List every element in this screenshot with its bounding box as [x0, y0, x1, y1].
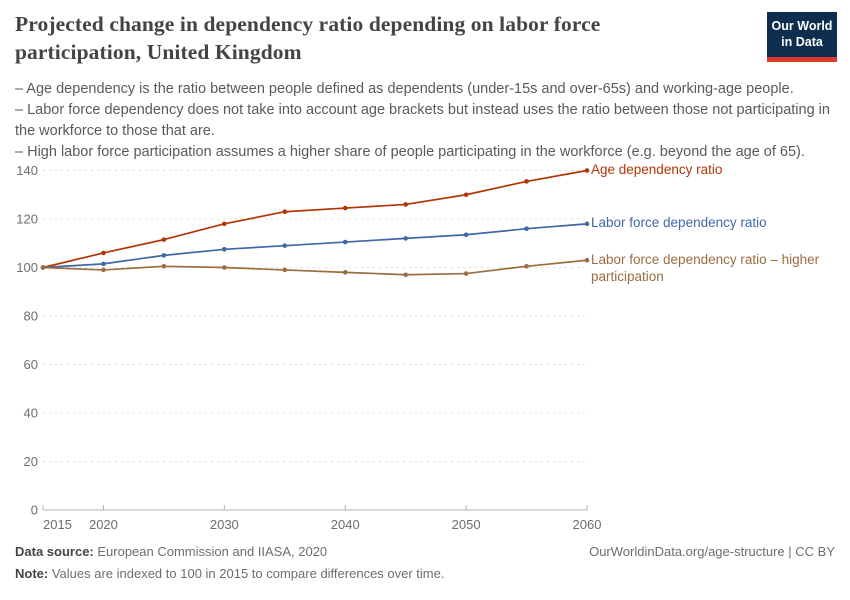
data-point — [342, 239, 348, 245]
data-point — [282, 209, 288, 215]
data-point — [463, 232, 469, 238]
data-point — [161, 263, 167, 269]
legend-label-labor-force-dependency-ratio: Labor force dependency ratio — [591, 215, 767, 231]
data-point — [524, 179, 529, 184]
subtitle-line-high-participation: – High labor force participation assumes… — [15, 144, 805, 160]
data-point — [403, 236, 408, 241]
data-source-text: European Commission and IIASA, 2020 — [93, 544, 328, 559]
series-line-2 — [42, 259, 588, 276]
data-source-label: Data source: — [15, 544, 94, 559]
legend-label-labor-force-higher-participation: Labor force dependency ratio – higher pa… — [591, 251, 820, 284]
x-tick-label: 2030 — [210, 517, 239, 532]
data-point — [403, 202, 408, 207]
x-tick-label: 2015 — [43, 517, 72, 532]
line-chart: 0 20 40 60 80 100 120 140 2015 2020 2030 2040 2050 20… — [0, 150, 850, 540]
y-tick-label: 80 — [24, 309, 38, 324]
owid-logo-line1: Our World — [771, 19, 833, 33]
x-tick-label: 2060 — [573, 517, 602, 532]
x-tick-label: 2040 — [331, 517, 360, 532]
subtitle-line-labor-force-dependency: – Labor force dependency does not take i… — [15, 102, 830, 139]
chart-footer: Data source: European Commission and IIA… — [15, 541, 835, 585]
data-point — [584, 221, 590, 227]
y-tick-label: 0 — [31, 503, 38, 518]
note-line: Note: Values are indexed to 100 in 2015 … — [15, 563, 835, 585]
data-point — [403, 272, 408, 278]
data-point — [584, 257, 590, 263]
data-point — [101, 267, 106, 273]
data-point — [584, 168, 590, 173]
y-tick-label: 120 — [16, 212, 38, 227]
data-point — [161, 237, 167, 242]
series-line-1 — [42, 223, 588, 269]
data-point — [222, 221, 227, 227]
data-point — [161, 253, 167, 258]
data-source-line: Data source: European Commission and IIA… — [15, 541, 835, 563]
chart-subtitle: – Age dependency is the ratio between pe… — [15, 79, 839, 163]
data-point — [524, 226, 529, 231]
y-tick-label: 20 — [24, 454, 38, 469]
owid-logo-line2: in Data — [781, 35, 823, 50]
x-tick-label: 2050 — [452, 517, 481, 532]
data-point — [342, 205, 348, 211]
data-point — [463, 271, 469, 276]
y-tick-label: 40 — [24, 406, 38, 421]
data-point — [101, 261, 106, 267]
y-tick-label: 100 — [16, 260, 38, 275]
data-point — [282, 267, 288, 273]
y-tick-label: 140 — [16, 163, 38, 178]
data-point — [222, 247, 227, 252]
data-point — [342, 270, 348, 275]
x-tick-label: 2020 — [89, 517, 118, 532]
subtitle-line-age-dependency: – Age dependency is the ratio between pe… — [15, 81, 794, 97]
data-point — [282, 243, 288, 248]
owid-citation-link[interactable]: OurWorldinData.org/age-structure | CC BY — [589, 544, 835, 559]
data-point — [101, 250, 106, 256]
data-point — [40, 265, 46, 270]
data-point — [222, 265, 227, 270]
owid-logo: Our World in Data — [767, 12, 837, 62]
legend-label-age-dependency-ratio: Age dependency ratio — [591, 162, 723, 177]
series-line-0 — [42, 169, 588, 269]
data-point — [463, 192, 469, 198]
data-point — [524, 263, 529, 269]
note-text: Values are indexed to 100 in 2015 to com… — [48, 566, 445, 581]
page-title: Projected change in dependency ratio dep… — [15, 12, 601, 65]
note-label: Note: — [15, 566, 49, 581]
y-tick-label: 60 — [24, 357, 38, 372]
